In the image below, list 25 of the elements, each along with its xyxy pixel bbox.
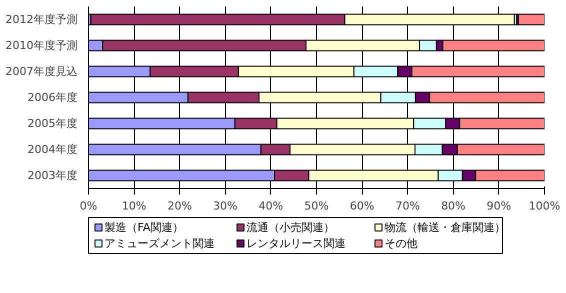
y-tick-label: 2003年度 [28, 169, 78, 182]
y-tick-label: 2012年度予測 [6, 13, 78, 26]
x-tick-label: 40% [258, 200, 284, 212]
legend-label: 製造（FA関連） [104, 221, 184, 234]
x-tick-label: 90% [486, 200, 512, 212]
y-tick-label: 2005年度 [28, 117, 78, 130]
x-tick-label: 60% [350, 200, 374, 212]
x-tick-label: 50% [304, 200, 329, 212]
x-tick-label: 10% [122, 200, 146, 212]
y-tick-label: 2010年度予測 [6, 39, 78, 52]
legend-label: 物流（輸送・倉庫関連） [384, 221, 506, 234]
x-tick-label: 100% [528, 200, 560, 212]
bar [518, 14, 544, 26]
y-tick-label: 2004年度 [28, 143, 78, 156]
legend-label: その他 [384, 237, 418, 250]
x-tick-label: 0% [80, 200, 98, 212]
x-tick-label: 70% [395, 200, 420, 212]
x-tick-label: 80% [441, 200, 466, 212]
legend-label: レンタルリース関連 [246, 237, 346, 250]
y-tick-label: 2006年度 [28, 91, 78, 104]
legend-label: 流通（小売関連） [246, 221, 334, 234]
legend-label: アミューズメント関連 [104, 237, 214, 250]
y-tick-label: 2007年度見込 [6, 65, 78, 78]
x-tick-label: 30% [213, 200, 238, 212]
x-tick-label: 20% [167, 200, 192, 212]
